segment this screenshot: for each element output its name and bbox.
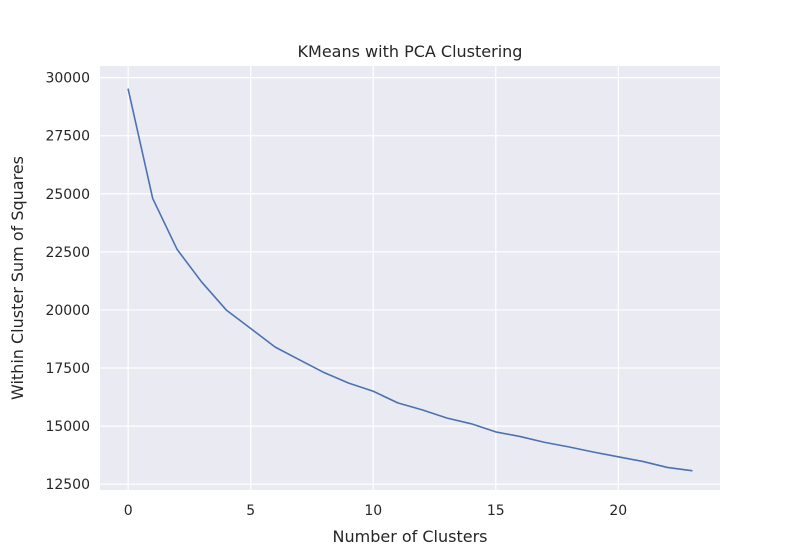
x-tick-labels: 0 5 10 15 20 (124, 503, 627, 519)
x-tick-label: 10 (364, 503, 382, 519)
y-tick-label: 17500 (45, 361, 90, 377)
y-tick-label: 12500 (45, 477, 90, 493)
x-tick-label: 20 (609, 503, 627, 519)
y-tick-label: 22500 (45, 245, 90, 261)
y-tick-label: 27500 (45, 129, 90, 145)
chart-title: KMeans with PCA Clustering (298, 42, 523, 61)
y-gridlines (100, 77, 720, 485)
x-axis-label: Number of Clusters (333, 527, 488, 546)
y-tick-label: 25000 (45, 187, 90, 203)
series-group (127, 88, 693, 472)
x-gridlines (127, 66, 619, 490)
x-tick-label: 15 (487, 503, 505, 519)
y-axis-label: Within Cluster Sum of Squares (8, 156, 27, 400)
y-tick-label: 20000 (45, 303, 90, 319)
y-tick-label: 30000 (45, 71, 90, 87)
y-tick-label: 15000 (45, 419, 90, 435)
series-line-0 (127, 88, 693, 472)
x-tick-label: 5 (246, 503, 255, 519)
x-tick-label: 0 (124, 503, 133, 519)
y-tick-labels: 12500 15000 17500 20000 22500 25000 27500 30000 (45, 71, 90, 494)
plot-area (100, 66, 720, 490)
